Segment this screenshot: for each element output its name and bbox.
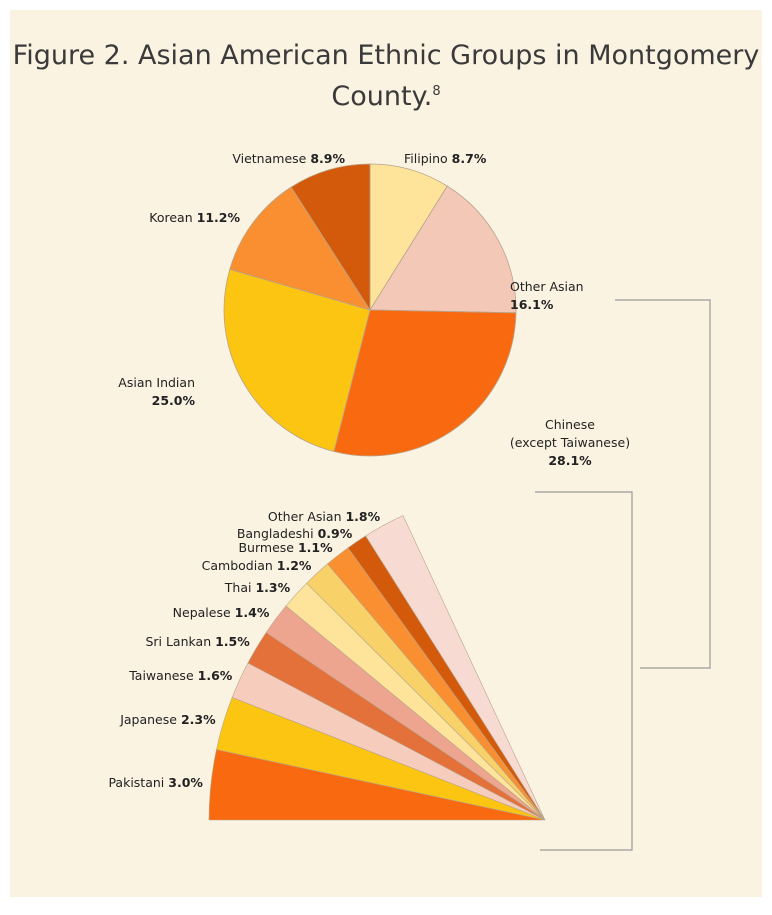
label-value: 25.0% [151, 393, 195, 408]
slice-label: Other Asian 16.1% [510, 278, 584, 314]
label-name: Sri Lankan [145, 634, 212, 650]
pie-slice [333, 309, 517, 457]
slice-label: Vietnamese 8.9% [232, 150, 345, 168]
slice-label: Bangladeshi 0.9% [237, 525, 352, 543]
label-name: Other Asian [267, 509, 342, 525]
slice-label: Nepalese 1.4% [173, 604, 270, 622]
connector [535, 491, 633, 851]
label-name: Japanese [120, 711, 177, 727]
label-value: 8.9% [310, 151, 345, 166]
label-name: Vietnamese [232, 151, 307, 166]
label-value: 28.1% [548, 453, 592, 468]
fan-slice [365, 515, 546, 821]
pie-slice [369, 163, 448, 312]
label-name: Bangladeshi [236, 526, 314, 542]
slice-label: Sri Lankan 1.5% [145, 633, 249, 651]
label-name: Thai [224, 579, 252, 595]
label-name: Asian Indian [118, 375, 195, 390]
slice-label: Cambodian 1.2% [202, 557, 312, 575]
slice-label: Burmese 1.1% [238, 539, 332, 557]
pie-slice [229, 186, 371, 311]
label-name: Taiwanese [129, 667, 194, 683]
label-value: 16.1% [510, 297, 554, 312]
label-name: Nepalese [172, 605, 231, 621]
pie-slice [369, 185, 517, 314]
label-value: 1.8% [345, 509, 381, 525]
label-name: Filipino [404, 151, 448, 166]
title-text: Figure 2. Asian American Ethnic Groups i… [12, 40, 760, 112]
label-value: 1.4% [234, 605, 270, 621]
slice-label: Filipino 8.7% [404, 150, 486, 168]
label-value: 11.2% [196, 210, 240, 225]
pie-slice [223, 268, 371, 452]
slice-label: Pakistani 3.0% [108, 774, 202, 792]
label-name: Chinese (except Taiwanese) [509, 417, 631, 450]
slice-label: Taiwanese 1.6% [129, 667, 232, 685]
label-name: Korean [149, 210, 193, 225]
label-name: Burmese [238, 540, 294, 556]
label-name: Other Asian [510, 279, 584, 294]
label-value: 1.2% [276, 558, 312, 574]
footnote-mark: 8 [432, 84, 441, 99]
label-value: 1.5% [215, 634, 250, 650]
label-value: 2.3% [180, 711, 216, 727]
label-value: 8.7% [451, 151, 487, 166]
label-name: Pakistani [108, 774, 165, 790]
label-value: 1.3% [255, 579, 291, 595]
label-name: Cambodian [201, 558, 273, 574]
slice-label: Korean 11.2% [149, 209, 240, 227]
pie-slice [290, 163, 371, 312]
label-value: 1.6% [197, 667, 233, 683]
slice-label: Other Asian 1.8% [268, 508, 380, 526]
label-value: 3.0% [168, 774, 203, 790]
slice-label: Asian Indian 25.0% [118, 374, 195, 410]
label-value: 1.1% [297, 540, 333, 556]
chart-title: Figure 2. Asian American Ethnic Groups i… [0, 38, 772, 115]
label-value: 0.9% [317, 526, 353, 542]
slice-label: Thai 1.3% [225, 579, 290, 597]
slice-label: Japanese 2.3% [120, 711, 215, 729]
connector [615, 299, 711, 669]
slice-label: Chinese (except Taiwanese) 28.1% [490, 416, 650, 470]
